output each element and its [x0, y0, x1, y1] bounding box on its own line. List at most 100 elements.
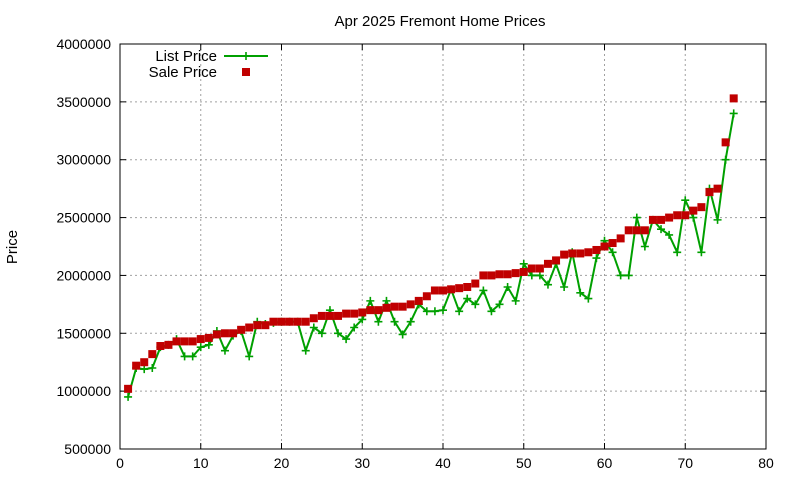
- sale-price-point: [673, 211, 682, 220]
- sale-price-point: [398, 302, 407, 311]
- sale-price-point: [229, 329, 238, 338]
- sale-price-point: [713, 184, 722, 193]
- list-price-point: [374, 317, 383, 326]
- legend-label-list-price: List Price: [155, 48, 217, 65]
- list-price-point: [584, 294, 593, 303]
- sale-price-point: [543, 259, 552, 268]
- x-tick-label: 50: [516, 455, 532, 471]
- sale-price-point: [342, 309, 351, 318]
- sale-price-point: [689, 206, 698, 215]
- x-tick-label: 30: [354, 455, 370, 471]
- sale-price-point: [180, 337, 189, 346]
- grid: [120, 44, 766, 449]
- list-price-point: [463, 294, 472, 303]
- sale-price-point: [422, 292, 431, 301]
- sale-price-point: [600, 242, 609, 251]
- y-tick-label: 2000000: [56, 267, 111, 283]
- chart-title: Apr 2025 Fremont Home Prices: [335, 13, 546, 30]
- list-price-point: [511, 296, 520, 305]
- sale-price-point: [220, 329, 229, 338]
- x-tick-label: 80: [758, 455, 774, 471]
- x-tick-label: 20: [274, 455, 290, 471]
- axes: 0 10 20 30 40 50 60 70 80 500000 1000000 1500000 200…: [56, 36, 774, 471]
- sale-price-point: [204, 333, 213, 342]
- sale-price-point: [430, 286, 439, 295]
- sale-price-point: [140, 358, 149, 367]
- list-price-point: [301, 346, 310, 355]
- sale-price-point: [616, 234, 625, 243]
- sale-price-point: [697, 203, 706, 212]
- list-price-point: [204, 340, 213, 349]
- list-price-point: [608, 248, 617, 257]
- list-price-point: [439, 306, 447, 315]
- list-price-point: [334, 329, 343, 338]
- sale-price-point: [447, 285, 456, 294]
- list-price-point: [640, 242, 649, 251]
- list-price-point: [350, 323, 359, 332]
- sale-price-point: [188, 337, 197, 346]
- sale-price-point: [527, 264, 536, 273]
- list-price-point: [471, 300, 480, 309]
- sale-price-point: [406, 300, 415, 309]
- sale-price-point: [325, 311, 334, 320]
- list-price-point: [721, 155, 730, 164]
- sale-price-point: [382, 303, 391, 312]
- list-price-point: [317, 329, 326, 338]
- sale-price-point: [293, 317, 302, 326]
- list-price-point: [398, 330, 407, 339]
- list-price-point: [430, 307, 439, 316]
- sale-price-point: [390, 302, 399, 311]
- list-price-point: [220, 346, 229, 355]
- sale-price-point: [277, 317, 286, 326]
- list-price-point: [188, 352, 197, 361]
- y-tick-label: 1500000: [56, 325, 111, 341]
- legend-label-sale-price: Sale Price: [149, 64, 217, 81]
- sale-price-point: [471, 279, 480, 288]
- legend-marker-sale-price: [242, 68, 250, 76]
- list-price-point: [543, 280, 552, 289]
- sale-price-point: [681, 211, 690, 220]
- sale-price-point: [503, 270, 512, 279]
- list-price-point: [632, 213, 641, 222]
- sale-price-point: [164, 340, 173, 349]
- legend-marker-list-price: [242, 52, 250, 60]
- y-tick-label: 3500000: [56, 94, 111, 110]
- list-price-point: [455, 307, 464, 316]
- list-price-point: [342, 335, 351, 344]
- x-tick-label: 60: [597, 455, 613, 471]
- sale-price-point: [584, 248, 593, 257]
- x-tick-label: 0: [116, 455, 124, 471]
- list-price-point: [503, 283, 512, 291]
- sale-price-point: [317, 311, 326, 320]
- sale-price-point: [132, 361, 141, 370]
- y-tick-label: 2500000: [56, 210, 111, 226]
- list-price-point: [245, 352, 254, 361]
- sale-price-point: [261, 321, 270, 330]
- list-price-point: [713, 215, 722, 224]
- list-price-point: [196, 343, 205, 352]
- sale-price-point: [576, 249, 585, 258]
- list-price-point: [309, 323, 318, 332]
- list-price-point: [148, 364, 157, 372]
- list-price-point: [592, 254, 601, 263]
- sale-price-point: [519, 267, 528, 276]
- list-price-point: [560, 283, 569, 291]
- sale-price-point: [309, 314, 318, 323]
- sale-price-point: [156, 342, 165, 351]
- x-tick-label: 70: [677, 455, 693, 471]
- sale-price-point: [253, 321, 262, 330]
- sale-price-point: [511, 269, 520, 278]
- sale-price-point: [245, 323, 254, 332]
- sale-price-point: [366, 306, 375, 315]
- list-price-point: [729, 109, 738, 118]
- list-price-point: [689, 213, 698, 222]
- list-price-point: [382, 296, 391, 305]
- list-price-point: [495, 300, 504, 309]
- sale-price-point: [608, 239, 617, 248]
- list-price-point: [140, 365, 149, 374]
- sale-price-point: [455, 284, 464, 293]
- sale-price-point: [632, 226, 641, 235]
